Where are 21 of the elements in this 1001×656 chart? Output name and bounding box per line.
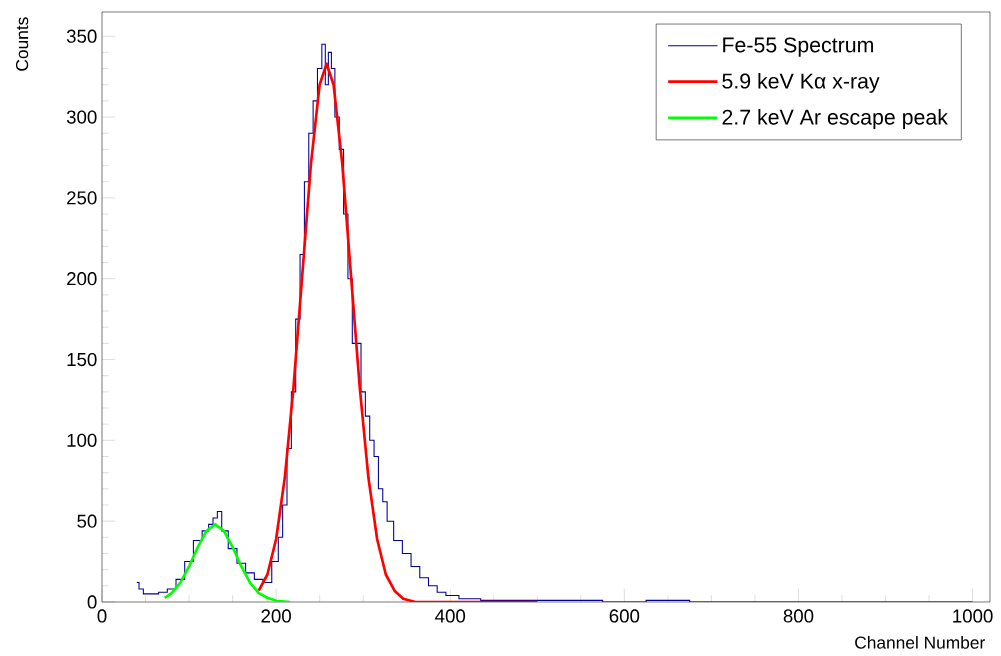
legend-label: Fe-55 Spectrum xyxy=(723,37,873,57)
y-tick-label: 250 xyxy=(67,191,97,205)
y-tick-label: 300 xyxy=(66,110,97,124)
y-tick-label: 50 xyxy=(77,514,97,528)
x-tick-label: 200 xyxy=(261,609,291,623)
y-axis-title: Counts xyxy=(15,17,29,71)
x-axis-title: Channel Number xyxy=(855,636,985,649)
legend-label: 5.9 keV Kα x-ray xyxy=(722,72,880,93)
legend-label: 2.7 keV Ar escape peak xyxy=(722,109,948,129)
y-tick-label: 0 xyxy=(87,595,97,609)
x-tick-label: 400 xyxy=(435,609,466,623)
x-tick-label: 1000 xyxy=(953,609,993,623)
x-tick-label: 0 xyxy=(97,609,107,623)
x-tick-label: 800 xyxy=(783,609,814,623)
line-series xyxy=(257,62,539,602)
y-tick-label: 350 xyxy=(66,29,97,43)
line-series xyxy=(163,523,292,602)
y-tick-label: 200 xyxy=(67,272,97,286)
x-tick-label: 600 xyxy=(609,609,640,623)
y-tick-label: 150 xyxy=(67,352,97,367)
y-tick-label: 100 xyxy=(67,433,97,447)
